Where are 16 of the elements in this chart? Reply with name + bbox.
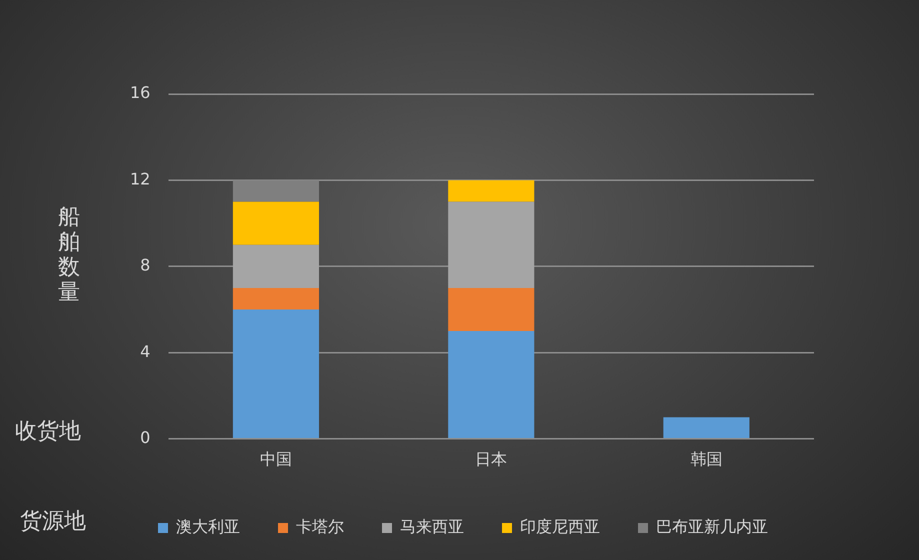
legend-label: 马来西亚 (400, 517, 464, 536)
legend-label: 印度尼西亚 (520, 517, 600, 536)
y-tick-label: 12 (130, 169, 150, 188)
legend-title: 货源地 (20, 508, 86, 536)
y-tick-label: 16 (130, 83, 150, 102)
x-axis-title: 收货地 (15, 418, 81, 446)
legend-label: 卡塔尔 (296, 517, 344, 536)
x-tick-label: 中国 (260, 450, 292, 469)
y-axis-title: 船舶数量 (57, 205, 81, 305)
y-tick-label: 8 (140, 256, 150, 275)
x-tick-label: 日本 (475, 450, 508, 469)
x-tick-label: 韩国 (690, 450, 722, 469)
y-tick-label: 0 (140, 428, 150, 447)
legend-label: 澳大利亚 (176, 517, 240, 536)
legend-label: 巴布亚新几内亚 (656, 517, 768, 536)
y-tick-label: 4 (140, 342, 150, 361)
